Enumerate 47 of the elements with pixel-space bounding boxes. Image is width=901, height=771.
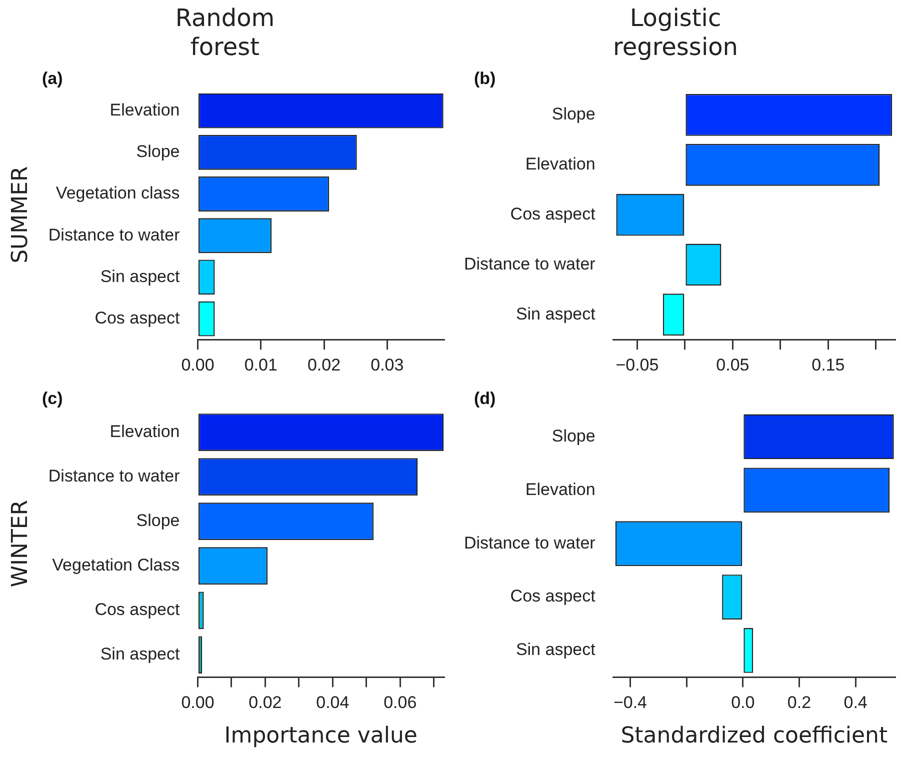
y-tick-label: Vegetation class [56,184,180,203]
x-tick-label: 0.15 [812,355,845,374]
y-tick-label: Cos aspect [510,586,596,606]
y-tick-label: Sin aspect [100,644,180,664]
y-tick-label: Slope [136,142,180,162]
text: (c) [42,389,63,408]
y-tick-label: Sin aspect [516,304,596,324]
x-axis-title: Importance value [224,724,418,749]
y-tick-label: Sin aspect [516,640,596,660]
x-tick-label: 0.03 [370,355,404,374]
chart-title: Logistic regression [612,4,739,62]
y-tick-label: Distance to water [464,254,596,274]
y-tick-label: Slope [552,426,596,446]
x-tick-label: −0.4 [613,693,648,712]
y-tick-label: Distance to water [48,225,180,244]
x-tick-label: 0.02 [307,355,341,374]
x-tick-label: 0.01 [244,355,278,374]
y-axis-title: WINTER [8,500,33,588]
y-axis-title: SUMMER [8,166,33,264]
y-tick-label: Elevation [525,480,596,499]
x-tick-label: −0.05 [616,355,659,374]
x-tick-label: 0.04 [316,693,350,712]
y-tick-label: Elevation [525,154,596,174]
y-tick-label: Cos aspect [94,308,180,328]
y-tick-label: Elevation [110,100,180,120]
y-tick-label: Elevation [110,422,180,441]
x-tick-label: 0.05 [716,355,750,374]
x-tick-label: 0.2 [787,693,812,712]
y-tick-label: Distance to water [464,533,596,552]
x-axis-title: Standardized coefficient [620,724,888,749]
x-tick-label: 0.4 [844,693,868,712]
x-tick-label: 0.00 [181,355,214,374]
chart-title: Random forest [174,4,276,62]
y-tick-label: Sin aspect [100,266,180,286]
text: (b) [474,69,496,88]
y-tick-label: Slope [552,104,596,124]
text: (d) [474,389,496,408]
y-tick-label: Distance to water [48,466,180,486]
y-tick-label: Cos aspect [510,204,596,224]
text: (a) [42,69,63,88]
y-tick-label: Slope [136,511,180,530]
x-tick-label: 0.02 [248,693,282,712]
x-tick-label: 0.06 [384,693,417,712]
x-tick-label: 0.00 [181,693,214,712]
y-tick-label: Vegetation Class [52,556,180,575]
x-tick-label: 0.0 [731,693,755,712]
y-tick-label: Cos aspect [94,600,180,620]
